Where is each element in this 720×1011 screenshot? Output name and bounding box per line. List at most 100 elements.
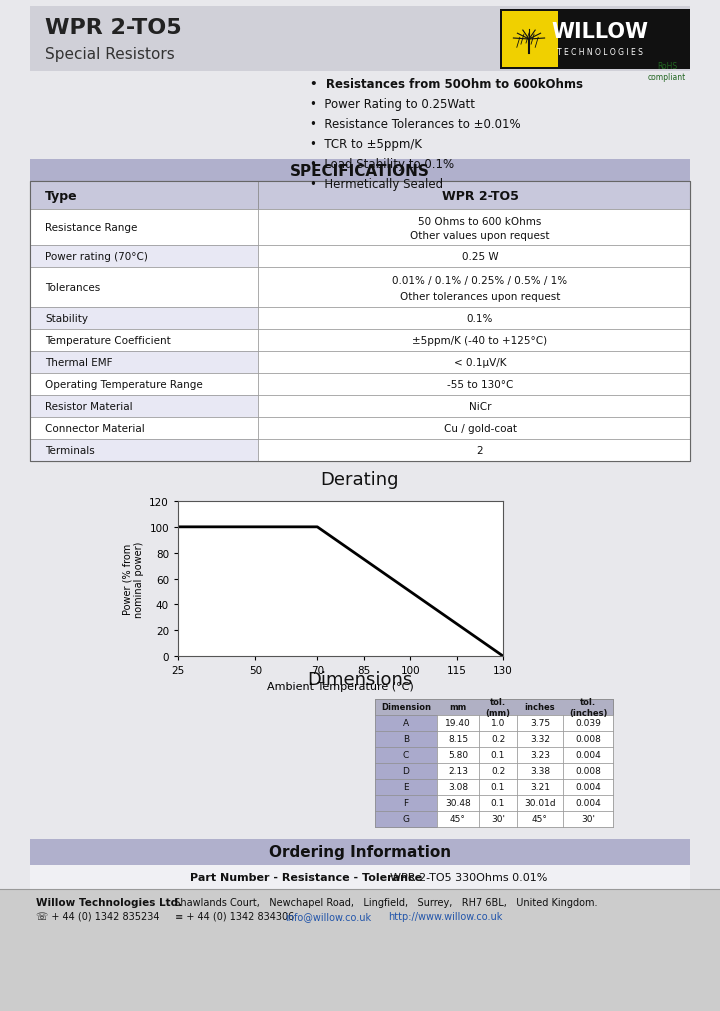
Text: A: A — [403, 719, 409, 728]
Bar — [258, 395, 690, 418]
Text: -55 to 130°C: -55 to 130°C — [447, 379, 513, 389]
Text: Part Number - Resistance - Tolerance: Part Number - Resistance - Tolerance — [190, 872, 422, 883]
Text: 5.80: 5.80 — [448, 751, 468, 759]
Bar — [30, 307, 258, 330]
Bar — [517, 731, 563, 747]
Bar — [258, 307, 690, 330]
Bar — [258, 268, 690, 307]
Text: 0.008: 0.008 — [575, 766, 601, 775]
Bar — [375, 779, 437, 796]
Text: info@willow.co.uk: info@willow.co.uk — [285, 911, 371, 921]
Text: F: F — [403, 799, 408, 808]
Bar — [30, 7, 690, 72]
Text: •  Resistances from 50Ohm to 600kOhms: • Resistances from 50Ohm to 600kOhms — [310, 78, 583, 90]
Bar — [375, 731, 437, 747]
Text: mm: mm — [449, 703, 467, 712]
Text: Cu / gold-coat: Cu / gold-coat — [444, 424, 516, 434]
Bar — [563, 763, 613, 779]
Text: 0.1%: 0.1% — [467, 313, 493, 324]
Text: tol.
(inches): tol. (inches) — [569, 698, 607, 717]
Bar — [563, 811, 613, 827]
Bar — [30, 374, 258, 395]
Bar — [30, 182, 258, 210]
Bar — [479, 811, 517, 827]
Text: 3.23: 3.23 — [530, 751, 550, 759]
Text: G: G — [402, 815, 410, 824]
Bar — [258, 246, 690, 268]
Bar — [517, 747, 563, 763]
Text: •  Load Stability to 0.1%: • Load Stability to 0.1% — [310, 158, 454, 170]
Text: Resistance Range: Resistance Range — [45, 222, 138, 233]
Text: 2.13: 2.13 — [448, 766, 468, 775]
Bar — [258, 210, 690, 246]
Text: Derating: Derating — [320, 470, 400, 488]
Bar — [375, 763, 437, 779]
Bar — [375, 747, 437, 763]
Text: Resistor Material: Resistor Material — [45, 401, 132, 411]
Bar — [30, 839, 690, 865]
Bar — [502, 12, 558, 68]
Text: Terminals: Terminals — [45, 446, 95, 456]
Text: Other tolerances upon request: Other tolerances upon request — [400, 291, 560, 301]
Bar — [479, 716, 517, 731]
Text: Connector Material: Connector Material — [45, 424, 145, 434]
Text: T E C H N O L O G I E S: T E C H N O L O G I E S — [557, 48, 643, 57]
Bar — [0, 889, 720, 1011]
Text: inches: inches — [525, 703, 555, 712]
Bar — [375, 796, 437, 811]
Text: http://www.willow.co.uk: http://www.willow.co.uk — [388, 911, 503, 921]
Text: WPR 2-TO5: WPR 2-TO5 — [441, 189, 518, 202]
Bar — [30, 418, 258, 440]
Text: Power rating (70°C): Power rating (70°C) — [45, 252, 148, 262]
Text: 0.004: 0.004 — [575, 799, 601, 808]
Bar — [258, 374, 690, 395]
Text: 0.2: 0.2 — [491, 735, 505, 744]
Text: WILLOW: WILLOW — [552, 22, 649, 42]
Bar — [437, 763, 479, 779]
Bar — [500, 10, 690, 70]
Text: Dimensions: Dimensions — [307, 670, 413, 688]
Text: < 0.1μV/K: < 0.1μV/K — [454, 358, 506, 368]
Bar — [437, 731, 479, 747]
Bar — [479, 747, 517, 763]
Text: Operating Temperature Range: Operating Temperature Range — [45, 379, 203, 389]
Text: SPECIFICATIONS: SPECIFICATIONS — [290, 164, 430, 178]
Bar — [30, 268, 258, 307]
Text: WPR 2-TO5 330Ohms 0.01%: WPR 2-TO5 330Ohms 0.01% — [390, 872, 547, 883]
Text: •  TCR to ±5ppm/K: • TCR to ±5ppm/K — [310, 137, 422, 151]
Bar — [517, 779, 563, 796]
Bar — [375, 700, 613, 716]
Text: 50 Ohms to 600 kOhms: 50 Ohms to 600 kOhms — [418, 216, 541, 226]
Bar — [563, 747, 613, 763]
Bar — [258, 330, 690, 352]
Text: RoHS
compliant: RoHS compliant — [648, 63, 686, 82]
Bar — [30, 865, 690, 889]
Text: 30.01d: 30.01d — [524, 799, 556, 808]
Bar — [437, 811, 479, 827]
Text: 45°: 45° — [532, 815, 548, 824]
Bar — [258, 440, 690, 462]
Bar — [375, 716, 437, 731]
Bar — [437, 796, 479, 811]
Text: 0.004: 0.004 — [575, 751, 601, 759]
Bar — [479, 796, 517, 811]
Bar — [517, 796, 563, 811]
Bar — [30, 182, 690, 462]
Text: Temperature Coefficient: Temperature Coefficient — [45, 336, 171, 346]
Bar — [517, 811, 563, 827]
Text: •  Hermetically Sealed: • Hermetically Sealed — [310, 177, 443, 190]
X-axis label: Ambient Temperature (°C): Ambient Temperature (°C) — [267, 681, 414, 691]
Text: 0.2: 0.2 — [491, 766, 505, 775]
Text: 3.75: 3.75 — [530, 719, 550, 728]
Text: ±5ppm/K (-40 to +125°C): ±5ppm/K (-40 to +125°C) — [413, 336, 548, 346]
Bar — [437, 747, 479, 763]
Text: •  Resistance Tolerances to ±0.01%: • Resistance Tolerances to ±0.01% — [310, 117, 521, 130]
Bar — [258, 352, 690, 374]
Text: Other values upon request: Other values upon request — [410, 231, 550, 241]
Text: 3.21: 3.21 — [530, 783, 550, 792]
Text: 45°: 45° — [450, 815, 466, 824]
Bar — [563, 796, 613, 811]
Text: tol.
(mm): tol. (mm) — [485, 698, 510, 717]
Text: 0.1: 0.1 — [491, 799, 505, 808]
Bar — [437, 716, 479, 731]
